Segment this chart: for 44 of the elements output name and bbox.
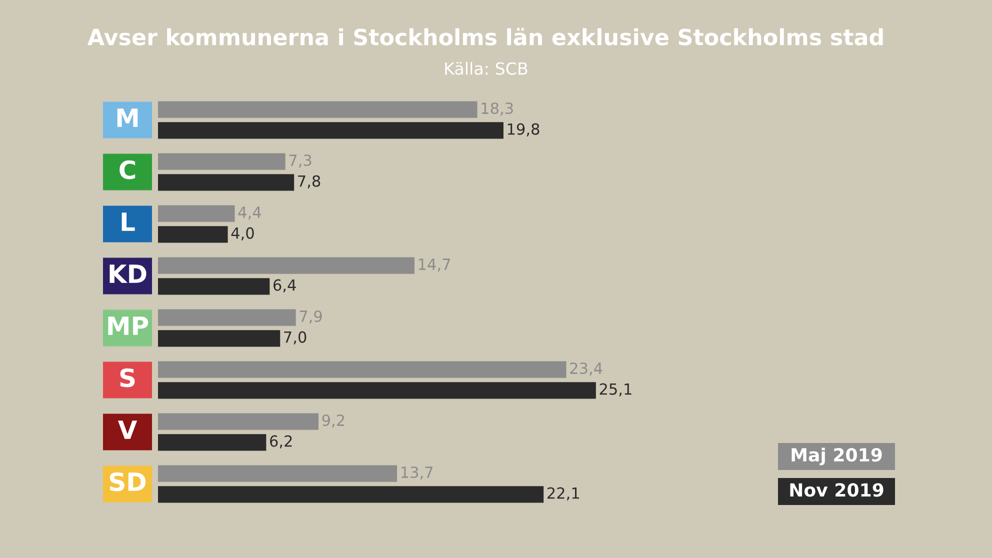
bar xyxy=(158,226,228,243)
bar xyxy=(158,174,294,191)
data-label: 13,7 xyxy=(401,466,433,480)
data-label: 22,1 xyxy=(547,487,579,500)
data-label: 6,4 xyxy=(274,279,296,292)
data-label: 19,8 xyxy=(508,123,540,136)
data-label: 7,3 xyxy=(289,154,312,168)
y-tick-label: C xyxy=(120,160,136,180)
chart-title: Avser kommunerna i Stockholms län exklusive Stockholms stad xyxy=(87,28,883,46)
bar xyxy=(158,382,596,399)
data-label: 7,8 xyxy=(298,175,320,188)
bar xyxy=(158,361,566,378)
bar xyxy=(158,153,286,170)
bar xyxy=(158,413,319,430)
data-label: 14,7 xyxy=(418,258,450,272)
bar xyxy=(158,465,398,482)
bar xyxy=(158,205,235,222)
y-tick-label: KD xyxy=(110,264,146,283)
y-tick-label: L xyxy=(122,212,135,231)
data-label: 4,4 xyxy=(238,206,261,220)
data-label: 23,4 xyxy=(570,362,602,376)
data-label: 18,3 xyxy=(482,102,513,116)
bar xyxy=(158,101,478,118)
data-label: 9,2 xyxy=(322,414,344,428)
y-tick-label: SD xyxy=(110,472,146,492)
y-tick-label: S xyxy=(120,368,135,388)
y-tick-label: MP xyxy=(108,316,148,335)
bar xyxy=(158,330,280,347)
bar xyxy=(158,278,270,295)
data-label: 7,0 xyxy=(284,331,306,344)
bar xyxy=(158,257,414,274)
text: Maj 2019 xyxy=(792,448,882,466)
bar xyxy=(158,434,266,451)
data-label: 6,2 xyxy=(270,435,292,448)
bar xyxy=(158,309,296,326)
data-label: 4,0 xyxy=(231,227,254,240)
data-label: 25,1 xyxy=(600,383,632,396)
bar xyxy=(158,122,504,139)
y-tick-label: M xyxy=(117,108,138,127)
data-label: 7,9 xyxy=(300,310,322,324)
text: Nov 2019 xyxy=(790,483,884,497)
y-tick-label: V xyxy=(118,420,138,439)
bar xyxy=(158,486,544,503)
chart-subtitle: Källa: SCB xyxy=(445,62,528,75)
